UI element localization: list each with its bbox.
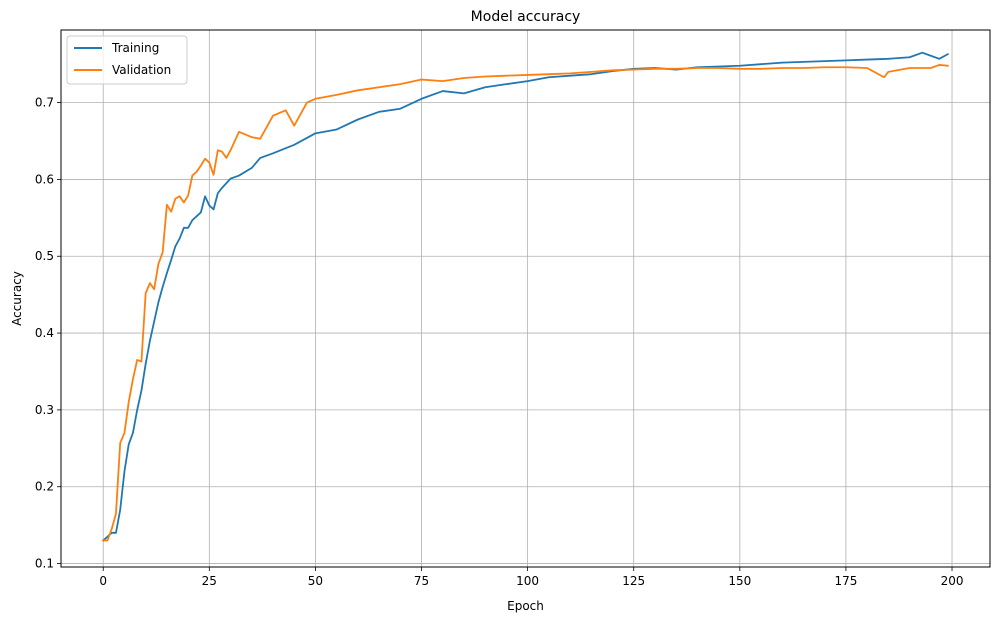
grid (61, 30, 990, 567)
x-tick-label: 125 (622, 574, 645, 588)
x-tick-label: 0 (99, 574, 107, 588)
ticks: 0 25 50 75 100 125 150 175 200 0.1 0.2 0.3 0.4 0.5 0.6… (35, 96, 964, 588)
x-axis-label: Epoch (507, 599, 544, 613)
y-tick-label: 0.5 (35, 249, 54, 263)
chart-title: Model accuracy (471, 9, 581, 25)
series-layer (101, 51, 949, 542)
series-line-validation (102, 64, 949, 542)
y-axis-label: Accuracy (10, 271, 24, 326)
y-tick-label: 0.7 (35, 96, 54, 110)
x-tick-label: 150 (728, 574, 751, 588)
y-tick-label: 0.1 (35, 557, 54, 571)
x-tick-label: 75 (414, 574, 429, 588)
x-tick-label: 175 (834, 574, 857, 588)
y-tick-label: 0.2 (35, 480, 54, 494)
legend-label-training: Training (111, 41, 159, 55)
legend-label-validation: Validation (112, 63, 171, 77)
x-tick-label: 50 (308, 574, 323, 588)
y-tick-label: 0.6 (35, 172, 54, 186)
x-tick-label: 100 (516, 574, 539, 588)
series-line-training (101, 51, 949, 542)
y-tick-label: 0.4 (35, 326, 54, 340)
y-tick-label: 0.3 (35, 403, 54, 417)
x-tick-label: 200 (941, 574, 964, 588)
legend: Training Validation (66, 35, 188, 85)
x-tick-label: 25 (202, 574, 217, 588)
plot-frame (60, 29, 991, 568)
